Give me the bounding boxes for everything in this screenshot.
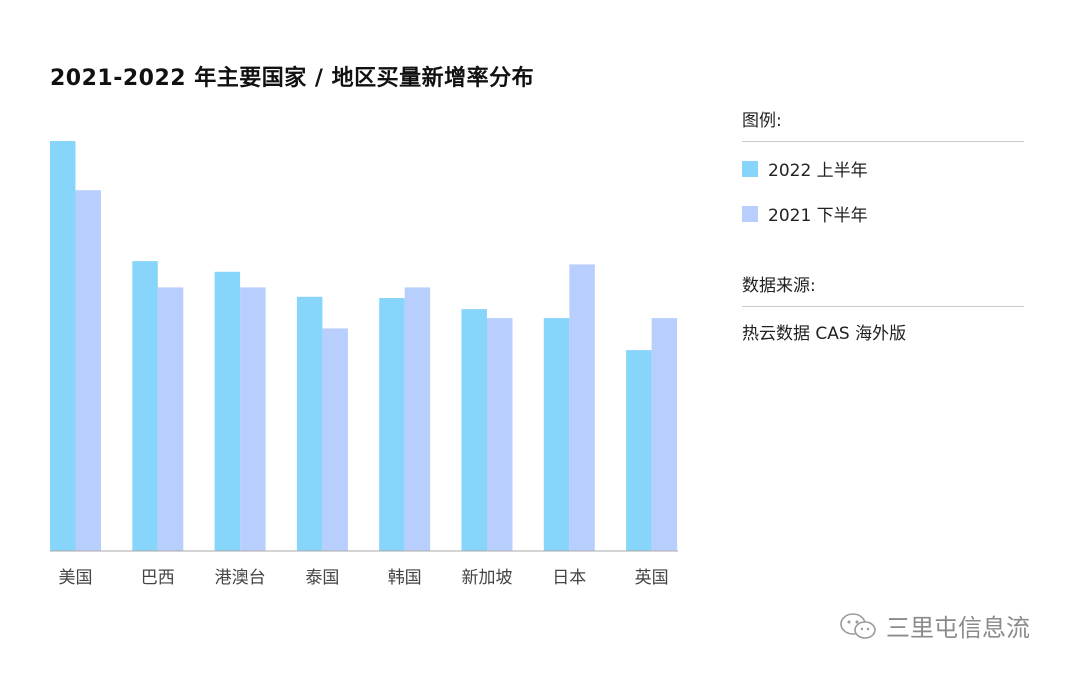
x-tick-label: 英国 bbox=[635, 568, 669, 588]
legend-item-2021-h2: 2021 下半年 bbox=[742, 201, 868, 226]
bar-series2-3 bbox=[322, 328, 348, 551]
bar-series2-2 bbox=[240, 287, 266, 551]
bar-series2-4 bbox=[404, 287, 431, 551]
bar-series2-0 bbox=[75, 190, 101, 551]
bar-series1-0 bbox=[50, 141, 76, 551]
legend-item-2022-h1: 2022 上半年 bbox=[742, 156, 868, 181]
watermark: 三里屯信息流 bbox=[838, 608, 1030, 643]
bar-chart: 美国 巴西 港澳台 泰国 韩国 新加坡 日本 英国 bbox=[50, 141, 678, 588]
source-heading: 数据来源: bbox=[742, 276, 816, 296]
bar-series2-7 bbox=[651, 318, 678, 551]
x-tick-label: 新加坡 bbox=[462, 568, 513, 588]
bar-series1-5 bbox=[461, 309, 487, 551]
x-tick-label: 韩国 bbox=[388, 568, 422, 588]
legend-label: 2021 下半年 bbox=[768, 206, 868, 226]
bar-series1-7 bbox=[626, 350, 652, 551]
wechat-icon bbox=[840, 612, 876, 639]
source-text: 热云数据 CAS 海外版 bbox=[742, 324, 907, 344]
legend-divider bbox=[742, 141, 1024, 142]
bar-series2-5 bbox=[487, 318, 513, 551]
bar-series1-4 bbox=[379, 298, 405, 551]
bar-series1-2 bbox=[214, 271, 241, 551]
bar-series1-6 bbox=[543, 318, 570, 551]
x-tick-labels: 美国 巴西 港澳台 泰国 韩国 新加坡 日本 英国 bbox=[59, 568, 669, 588]
bar-series1-3 bbox=[296, 296, 323, 551]
legend-swatch bbox=[742, 205, 758, 222]
x-tick-label: 港澳台 bbox=[215, 568, 266, 588]
source-divider bbox=[742, 306, 1024, 307]
x-tick-label: 美国 bbox=[59, 568, 93, 588]
watermark-text: 三里屯信息流 bbox=[886, 614, 1030, 642]
legend-swatch bbox=[742, 160, 758, 177]
legend-label: 2022 上半年 bbox=[768, 161, 868, 181]
bars-group bbox=[50, 141, 678, 551]
bar-series2-1 bbox=[157, 287, 184, 551]
x-tick-label: 泰国 bbox=[305, 568, 339, 588]
legend-heading: 图例: bbox=[742, 111, 782, 131]
chart-title: 2021-2022 年主要国家 / 地区买量新增率分布 bbox=[50, 66, 535, 91]
x-tick-label: 巴西 bbox=[141, 568, 175, 588]
bar-series2-6 bbox=[569, 264, 595, 551]
x-tick-label: 日本 bbox=[552, 568, 586, 588]
bar-series1-1 bbox=[132, 261, 158, 551]
